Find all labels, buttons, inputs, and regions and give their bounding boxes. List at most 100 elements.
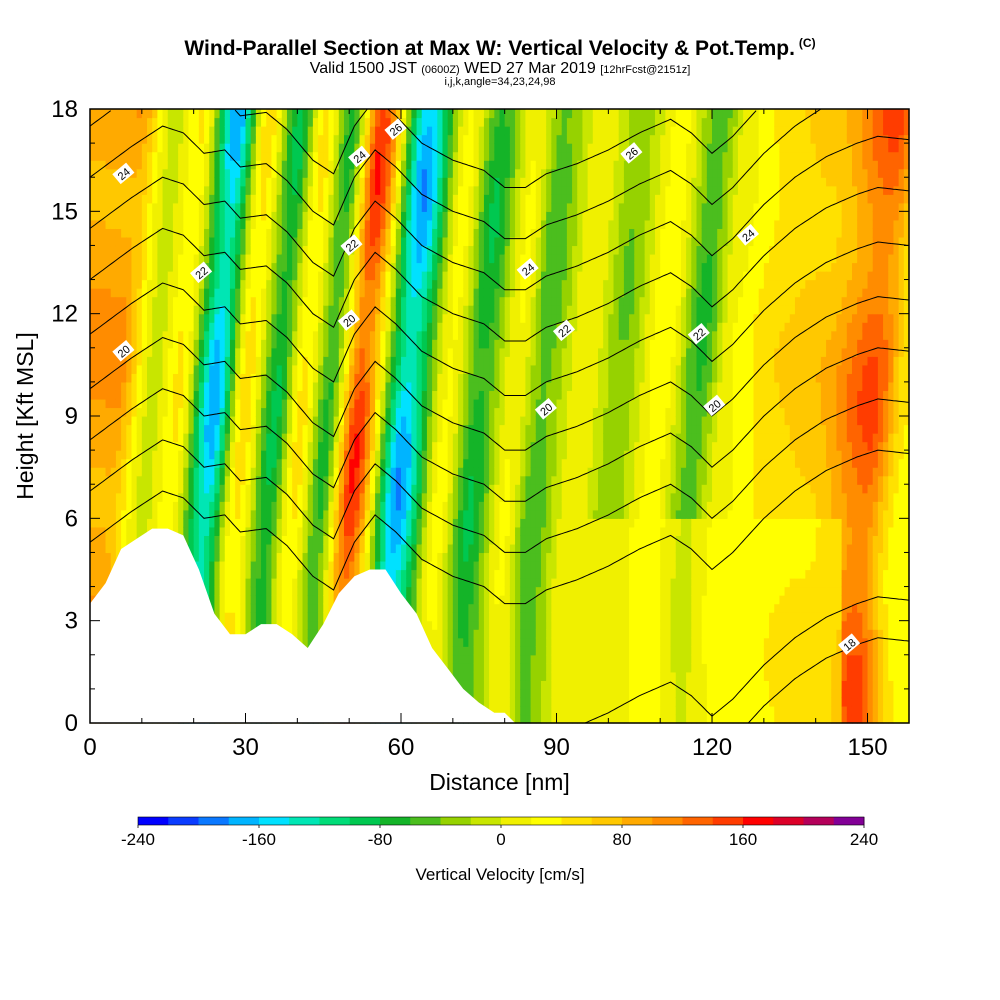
w-cell <box>110 151 117 161</box>
w-cell <box>385 151 392 161</box>
w-cell <box>261 381 267 392</box>
w-cell <box>115 441 122 451</box>
w-cell <box>193 484 200 494</box>
w-cell <box>276 288 283 298</box>
w-cell <box>281 407 288 417</box>
w-cell <box>183 484 190 494</box>
w-cell <box>333 398 340 409</box>
w-cell <box>432 253 438 264</box>
w-cell <box>380 168 387 178</box>
w-cell <box>416 279 423 289</box>
w-cell <box>90 194 96 204</box>
w-cell <box>312 501 319 511</box>
w-cell <box>401 219 407 229</box>
w-cell <box>333 288 340 298</box>
w-cell <box>136 339 143 349</box>
w-cell <box>141 228 148 238</box>
w-cell <box>266 509 273 519</box>
w-cell <box>276 364 283 374</box>
w-cell <box>147 467 153 477</box>
w-cell <box>224 160 231 170</box>
w-cell <box>281 219 288 229</box>
w-cell <box>385 543 392 554</box>
w-cell <box>354 518 361 528</box>
w-cell <box>318 492 324 502</box>
w-cell <box>209 356 215 366</box>
w-cell <box>328 109 335 119</box>
w-cell <box>318 526 324 536</box>
w-cell <box>406 143 412 153</box>
w-cell <box>219 398 226 409</box>
w-cell <box>152 236 158 247</box>
w-cell <box>406 236 412 247</box>
w-cell <box>229 271 236 281</box>
w-cell <box>406 177 412 187</box>
w-cell <box>209 262 215 272</box>
w-cell <box>286 253 293 264</box>
w-cell <box>416 560 423 571</box>
w-cell <box>157 322 164 332</box>
w-cell <box>261 339 267 349</box>
w-cell <box>240 313 247 323</box>
w-cell <box>307 501 314 511</box>
w-cell <box>229 586 236 596</box>
w-cell <box>204 441 210 451</box>
w-cell <box>95 501 101 511</box>
w-cell <box>375 194 381 204</box>
w-cell <box>224 569 231 579</box>
w-cell <box>385 535 392 545</box>
w-cell <box>224 236 231 247</box>
w-cell <box>364 535 371 545</box>
w-cell <box>162 134 169 144</box>
w-cell <box>286 467 293 477</box>
w-cell <box>162 211 169 221</box>
w-cell <box>136 151 143 161</box>
w-cell <box>432 612 438 622</box>
w-cell <box>442 560 449 571</box>
w-cell <box>421 134 428 144</box>
w-cell <box>432 126 438 136</box>
w-cell <box>219 416 226 426</box>
w-cell <box>401 364 407 374</box>
w-cell <box>152 356 158 366</box>
w-cell <box>390 236 397 247</box>
w-cell <box>328 271 335 281</box>
w-cell <box>380 313 387 323</box>
w-cell <box>432 475 438 485</box>
w-cell <box>401 416 407 426</box>
w-cell <box>100 526 107 536</box>
w-cell <box>426 629 433 639</box>
w-cell <box>406 390 412 400</box>
w-cell <box>255 219 262 229</box>
w-cell <box>437 475 444 485</box>
w-cell <box>307 109 314 119</box>
w-cell <box>193 219 200 229</box>
w-cell <box>198 560 205 571</box>
w-cell <box>136 305 143 315</box>
w-cell <box>375 356 381 366</box>
w-cell <box>193 253 200 264</box>
w-cell <box>188 424 195 434</box>
w-cell <box>121 475 127 485</box>
w-cell <box>121 185 127 195</box>
w-cell <box>375 177 381 187</box>
w-cell <box>385 356 392 366</box>
w-cell <box>245 194 252 204</box>
w-cell <box>343 450 350 460</box>
w-cell <box>318 535 324 545</box>
w-cell <box>380 236 387 247</box>
w-cell <box>100 467 107 477</box>
w-cell <box>157 398 164 409</box>
w-cell <box>255 151 262 161</box>
w-cell <box>312 475 319 485</box>
w-cell <box>126 526 133 536</box>
w-cell <box>193 177 200 187</box>
w-cell <box>432 543 438 554</box>
w-cell <box>286 143 293 153</box>
w-cell <box>281 620 288 630</box>
w-cell <box>95 219 101 229</box>
w-cell <box>255 620 262 630</box>
w-cell <box>240 245 247 255</box>
w-cell <box>224 475 231 485</box>
w-cell <box>333 202 340 212</box>
